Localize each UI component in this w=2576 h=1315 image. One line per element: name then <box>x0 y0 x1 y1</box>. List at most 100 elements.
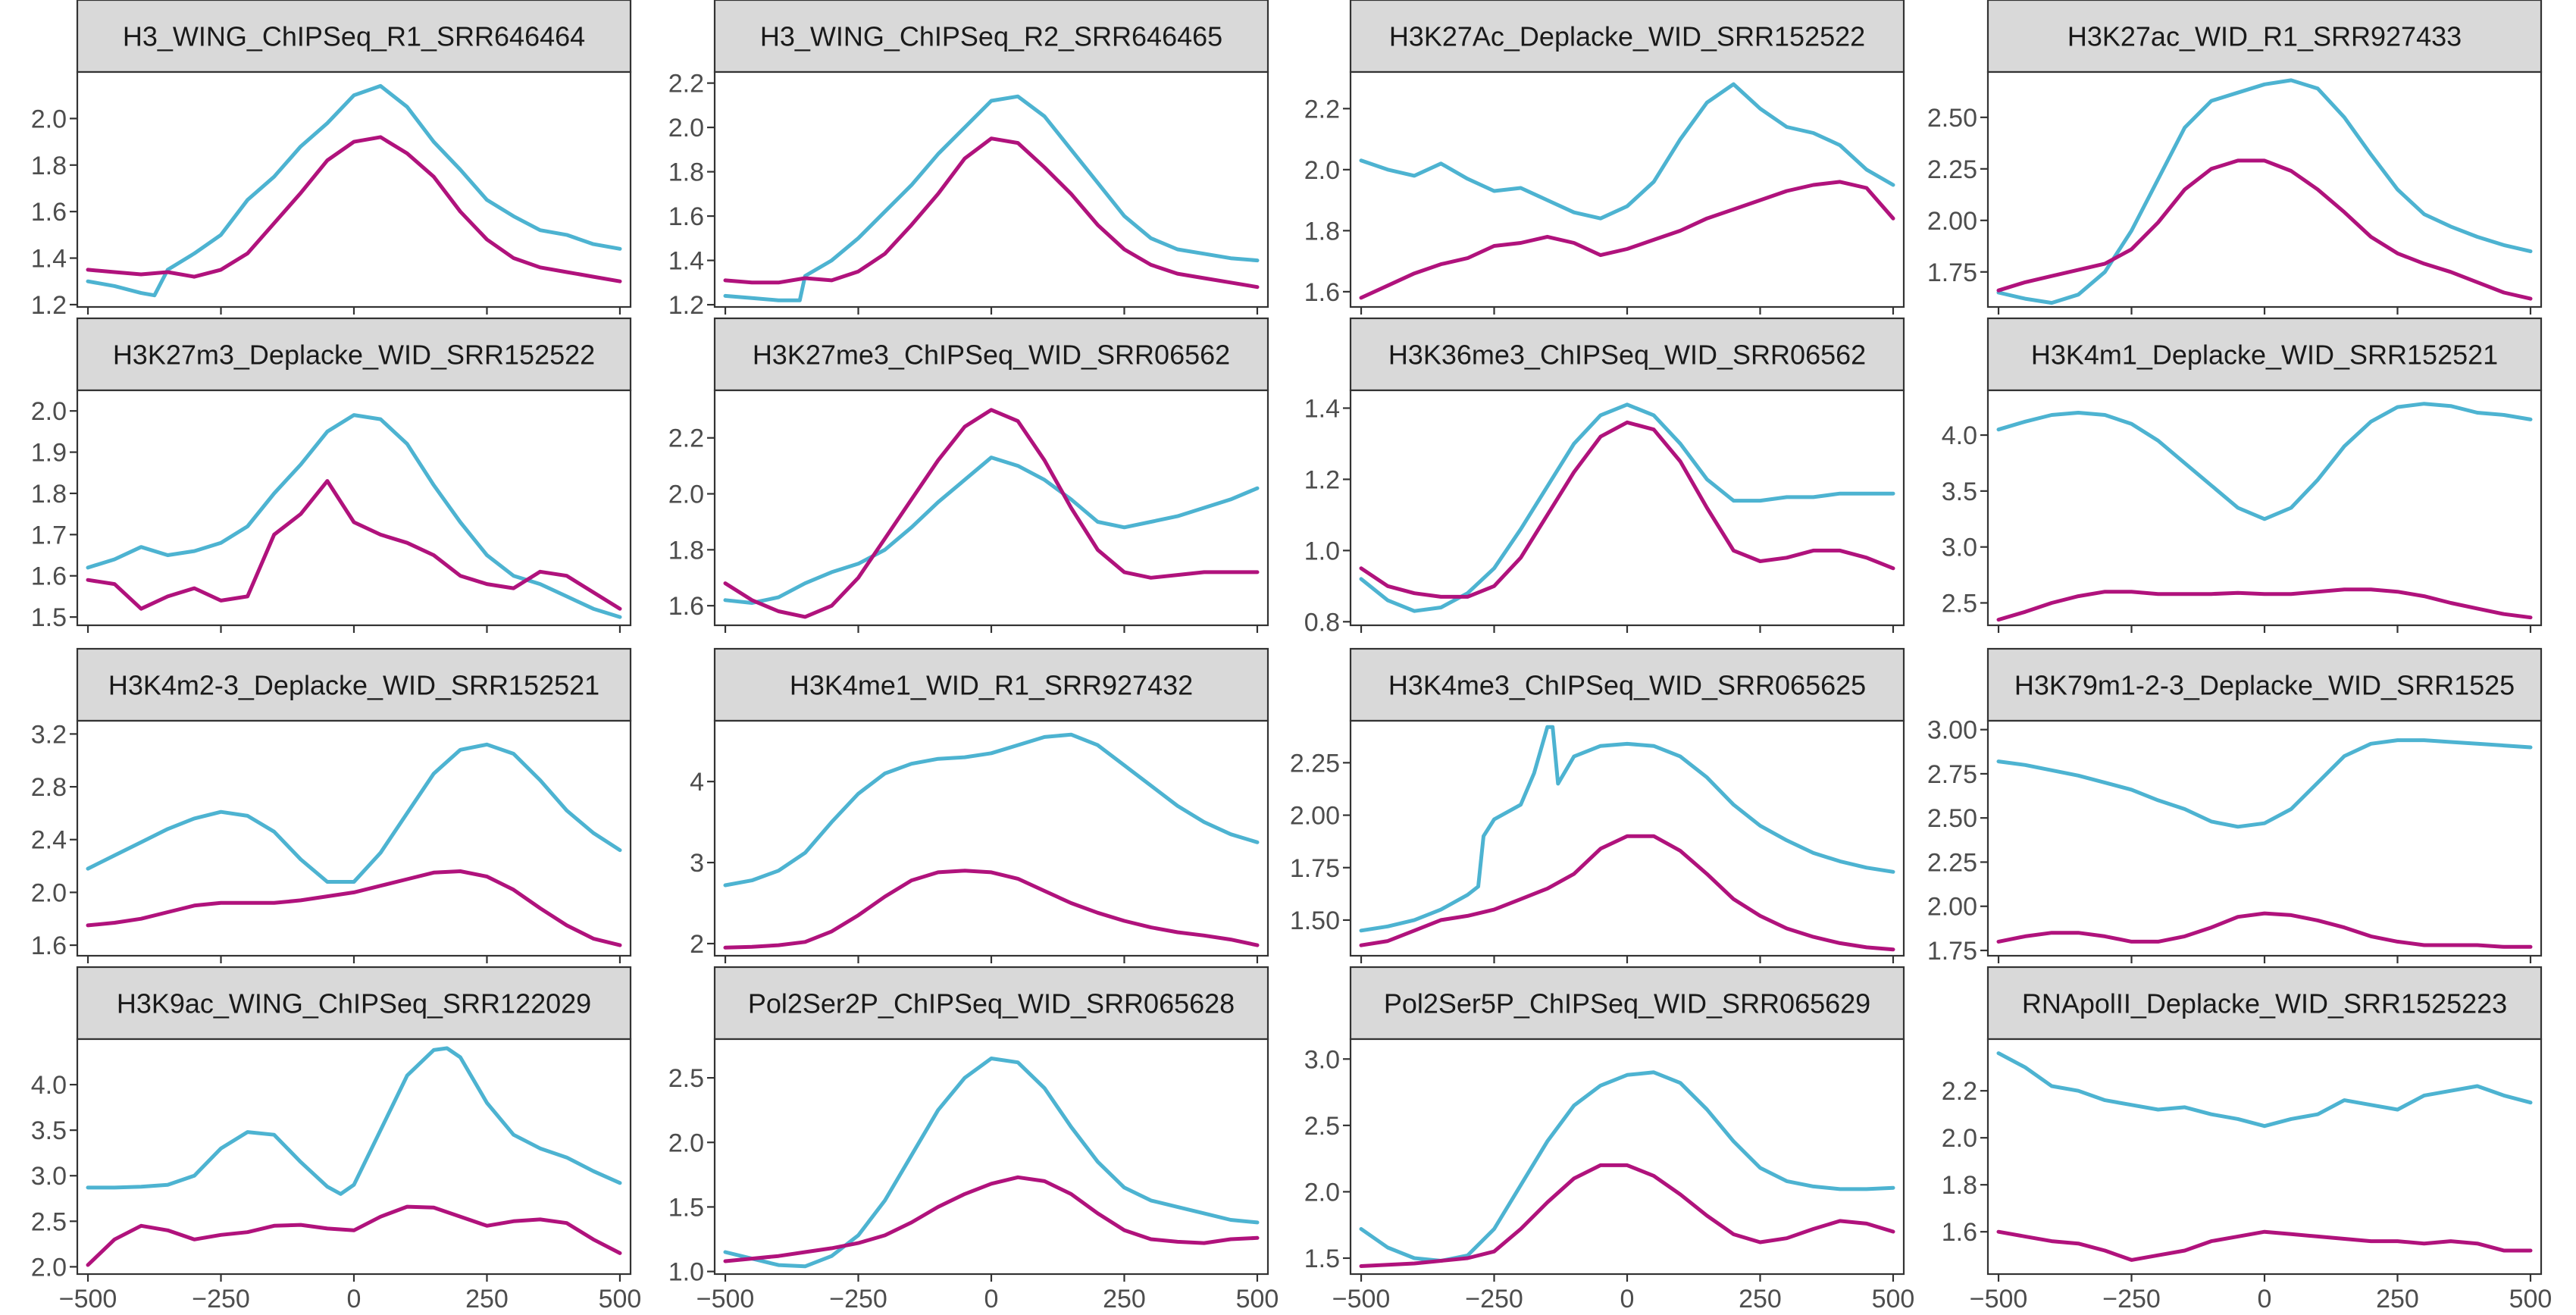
y-tick-label: 3.0 <box>1304 1045 1340 1074</box>
facet-panel: Pol2Ser2P_ChIPSeq_WID_SRR065628 1.0 1.5 2.0… <box>668 966 1279 1313</box>
series-line-series-a <box>86 83 622 298</box>
facet-strip <box>1349 966 1905 1041</box>
y-tick-label: 1.8 <box>1942 1171 1977 1200</box>
y-tick-label: 1.2 <box>668 291 704 320</box>
y-tick-label: 1.6 <box>1304 278 1340 307</box>
series-line-series-b <box>86 869 622 947</box>
y-tick-label: 3.5 <box>1942 477 1977 506</box>
y-tick-label: 1.6 <box>31 562 67 591</box>
x-tick-label: −250 <box>192 1285 250 1313</box>
x-tick-label: −500 <box>1332 1285 1391 1313</box>
series-line-series-a <box>723 94 1260 302</box>
series-line-series-b <box>86 135 622 283</box>
x-tick-label: 0 <box>347 1285 362 1313</box>
x-tick-label: −250 <box>1465 1285 1523 1313</box>
y-tick-label: 4 <box>690 768 704 797</box>
series-line-series-b <box>1359 180 1895 300</box>
y-tick-label: 2.75 <box>1927 760 1977 789</box>
y-tick-label: 1.2 <box>1304 465 1340 494</box>
y-tick-label: 1.6 <box>668 592 704 621</box>
x-tick-label: −250 <box>829 1285 887 1313</box>
series-line-series-a <box>1359 725 1895 933</box>
facet-strip <box>76 0 632 74</box>
y-tick-label: 2.0 <box>31 1253 67 1282</box>
y-tick-label: 1.4 <box>1304 394 1340 423</box>
series-line-series-a <box>1996 1051 2533 1129</box>
facet-panel: H3K27Ac_Deplacke_WID_SRR152522 1.6 1.8 2.0 2… <box>1304 0 1905 315</box>
facet-strip <box>1349 0 1905 74</box>
series-line-series-a <box>1996 78 2533 305</box>
series-line-series-a <box>1359 82 1895 221</box>
y-tick-label: 2.0 <box>31 105 67 133</box>
y-tick-label: 1.2 <box>31 291 67 320</box>
y-tick-label: 2.50 <box>1927 104 1977 133</box>
facet-panel: H3K4m1_Deplacke_WID_SRR152521 2.5 3.0 3.5 4.… <box>1942 317 2543 633</box>
y-tick-label: 2.5 <box>1304 1112 1340 1141</box>
y-tick-label: 1.8 <box>31 152 67 180</box>
y-tick-label: 4.0 <box>1942 421 1977 450</box>
y-tick-label: 2.0 <box>1304 156 1340 185</box>
series-line-series-a <box>86 742 622 884</box>
y-tick-label: 1.4 <box>668 247 704 276</box>
y-tick-label: 2 <box>690 930 704 959</box>
y-tick-label: 2.0 <box>31 397 67 426</box>
series-line-series-b <box>1996 587 2533 622</box>
series-line-series-a <box>723 732 1260 888</box>
x-tick-label: −500 <box>696 1285 755 1313</box>
plot-area <box>77 1039 631 1274</box>
series-line-series-a <box>1359 402 1895 613</box>
series-line-series-b <box>86 479 622 611</box>
x-tick-label: −500 <box>1970 1285 2028 1313</box>
y-tick-label: 1.5 <box>1304 1245 1340 1273</box>
series-line-series-b <box>723 1175 1260 1263</box>
series-line-series-a <box>723 456 1260 605</box>
x-tick-label: 250 <box>2376 1285 2419 1313</box>
y-tick-label: 0.8 <box>1304 608 1340 637</box>
x-tick-label: 250 <box>1739 1285 1782 1313</box>
y-tick-label: 1.5 <box>31 603 67 632</box>
y-tick-label: 3.0 <box>31 1162 67 1191</box>
facet-strip <box>1349 647 1905 722</box>
x-tick-label: 250 <box>465 1285 509 1313</box>
y-tick-label: 2.00 <box>1290 802 1340 831</box>
facet-title: H3K9ac_WING_ChIPSeq_SRR122029 <box>117 988 591 1019</box>
facet-title: H3K27Ac_Deplacke_WID_SRR152522 <box>1389 21 1865 52</box>
series-line-series-b <box>723 408 1260 619</box>
facet-strip <box>1986 317 2543 392</box>
facet-panel: H3K27me3_ChIPSeq_WID_SRR06562 1.6 1.8 2.0 2.… <box>668 317 1269 633</box>
y-tick-label: 2.5 <box>1942 589 1977 618</box>
y-tick-label: 1.5 <box>668 1193 704 1222</box>
y-tick-label: 2.4 <box>31 826 67 855</box>
y-tick-label: 1.4 <box>31 245 67 274</box>
series-line-series-b <box>1996 911 2533 949</box>
series-line-series-a <box>1996 738 2533 829</box>
y-tick-label: 2.2 <box>1304 95 1340 124</box>
y-tick-label: 1.8 <box>1304 217 1340 246</box>
y-tick-label: 1.6 <box>31 931 67 960</box>
facet-title: H3_WING_ChIPSeq_R2_SRR646465 <box>760 21 1222 52</box>
facet-panel: H3K27ac_WID_R1_SRR927433 1.75 2.00 2.25 2.50 <box>1927 0 2543 315</box>
y-tick-label: 2.2 <box>668 70 704 99</box>
plot-area <box>1351 1039 1904 1274</box>
plot-area <box>715 721 1268 956</box>
plot-area <box>1351 72 1904 307</box>
facet-strip <box>1986 0 2543 74</box>
series-line-series-b <box>723 869 1260 950</box>
facet-strip <box>713 0 1269 74</box>
x-tick-label: 0 <box>2258 1285 2272 1313</box>
facet-strip <box>713 647 1269 722</box>
facet-panel: H3K9ac_WING_ChIPSeq_SRR122029 2.0 2.5 3.0 3.… <box>31 966 641 1313</box>
x-tick-label: 500 <box>1872 1285 1915 1313</box>
y-tick-label: 2.25 <box>1290 749 1340 778</box>
y-tick-label: 2.0 <box>668 114 704 142</box>
series-line-series-b <box>1996 158 2533 301</box>
y-tick-label: 1.0 <box>668 1258 704 1287</box>
facet-strip <box>713 317 1269 392</box>
plot-area <box>715 390 1268 625</box>
facet-title: H3K4me3_ChIPSeq_WID_SRR065625 <box>1388 670 1866 701</box>
facet-title: H3K4m1_Deplacke_WID_SRR152521 <box>2031 340 2498 371</box>
series-line-series-a <box>86 413 622 619</box>
facet-title: Pol2Ser5P_ChIPSeq_WID_SRR065629 <box>1384 988 1870 1019</box>
x-tick-label: −250 <box>2102 1285 2161 1313</box>
